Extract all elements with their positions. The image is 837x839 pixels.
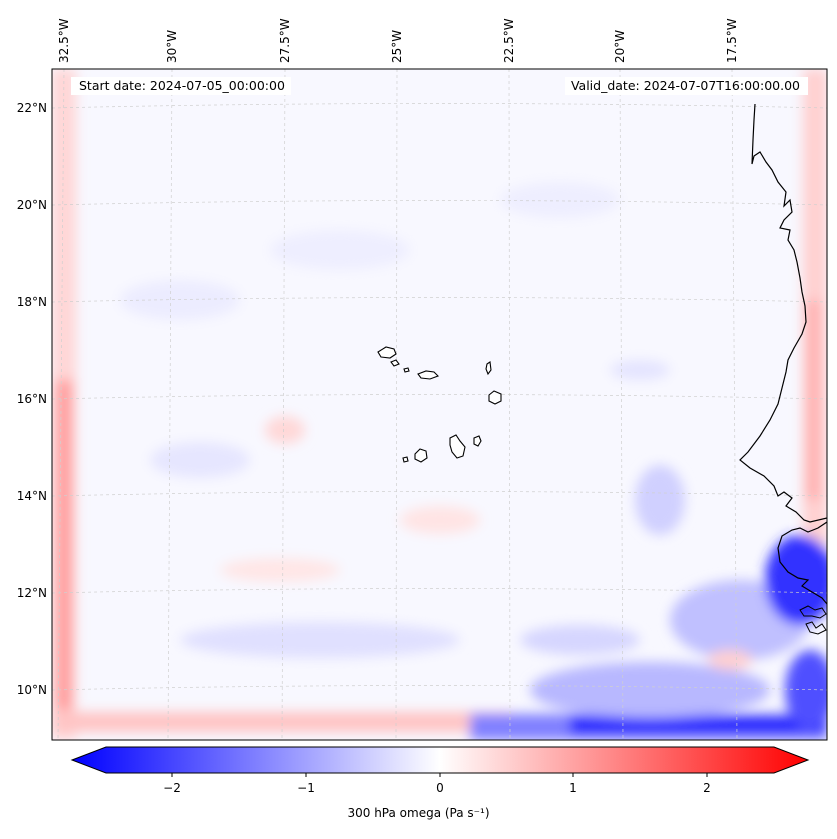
island-fogo: [414, 448, 428, 463]
colorbar-tick-label: −1: [297, 781, 315, 795]
island-brava: [402, 456, 409, 463]
lon-label: 22.5°W: [502, 18, 516, 63]
coastline-bijagos: [799, 605, 827, 635]
lat-label: 14°N: [17, 489, 47, 503]
lon-label: 20°W: [613, 30, 627, 63]
colorbar-tick-label: −2: [163, 781, 181, 795]
colorbar-tick-label: 1: [569, 781, 577, 795]
lat-label: 16°N: [17, 392, 47, 406]
valid-date-label: Valid_date: 2024-07-07T16:00:00.00: [564, 77, 808, 95]
lon-label: 25°W: [390, 30, 404, 63]
island-santo-antao: [377, 346, 397, 359]
island-sal: [485, 361, 492, 376]
lat-label: 12°N: [17, 586, 47, 600]
lat-label: 10°N: [17, 683, 47, 697]
island-sao-nicolau: [417, 370, 439, 380]
map-frame: [51, 68, 828, 741]
colorbar-label: 300 hPa omega (Pa s⁻¹): [347, 806, 490, 820]
island-boa-vista: [488, 390, 502, 405]
island-sao-vicente: [390, 359, 400, 367]
cape-verde-islands: [377, 346, 502, 463]
colorbar-tick-label: 2: [703, 781, 711, 795]
colorbar-tick-label: 0: [436, 781, 444, 795]
island-maio: [473, 435, 482, 447]
colorbar-ticks: [171, 773, 708, 777]
start-date-label: Start date: 2024-07-05_00:00:00: [71, 77, 291, 95]
graticule: [52, 69, 827, 740]
colorbar-bar: [70, 746, 810, 774]
coastline-gambia-guinea: [777, 521, 827, 605]
map-panel: [52, 69, 827, 740]
island-santiago: [449, 434, 466, 459]
lon-label: 27.5°W: [278, 18, 292, 63]
lat-label: 18°N: [17, 295, 47, 309]
lat-label: 20°N: [17, 198, 47, 212]
lon-label: 32.5°W: [57, 18, 71, 63]
longitude-labels: 32.5°W 30°W 27.5°W 25°W 22.5°W 20°W 17.5…: [57, 18, 739, 63]
lon-label: 17.5°W: [725, 18, 739, 63]
omega-field: [52, 69, 827, 740]
lat-label: 22°N: [17, 101, 47, 115]
coastline-west-africa: [739, 103, 827, 523]
latitude-labels: 22°N 20°N 18°N 16°N 14°N 12°N 10°N: [17, 101, 47, 697]
lon-label: 30°W: [165, 30, 179, 63]
island-santa-luzia: [403, 367, 410, 373]
colorbar: −2 −1 0 1 2: [70, 746, 810, 795]
